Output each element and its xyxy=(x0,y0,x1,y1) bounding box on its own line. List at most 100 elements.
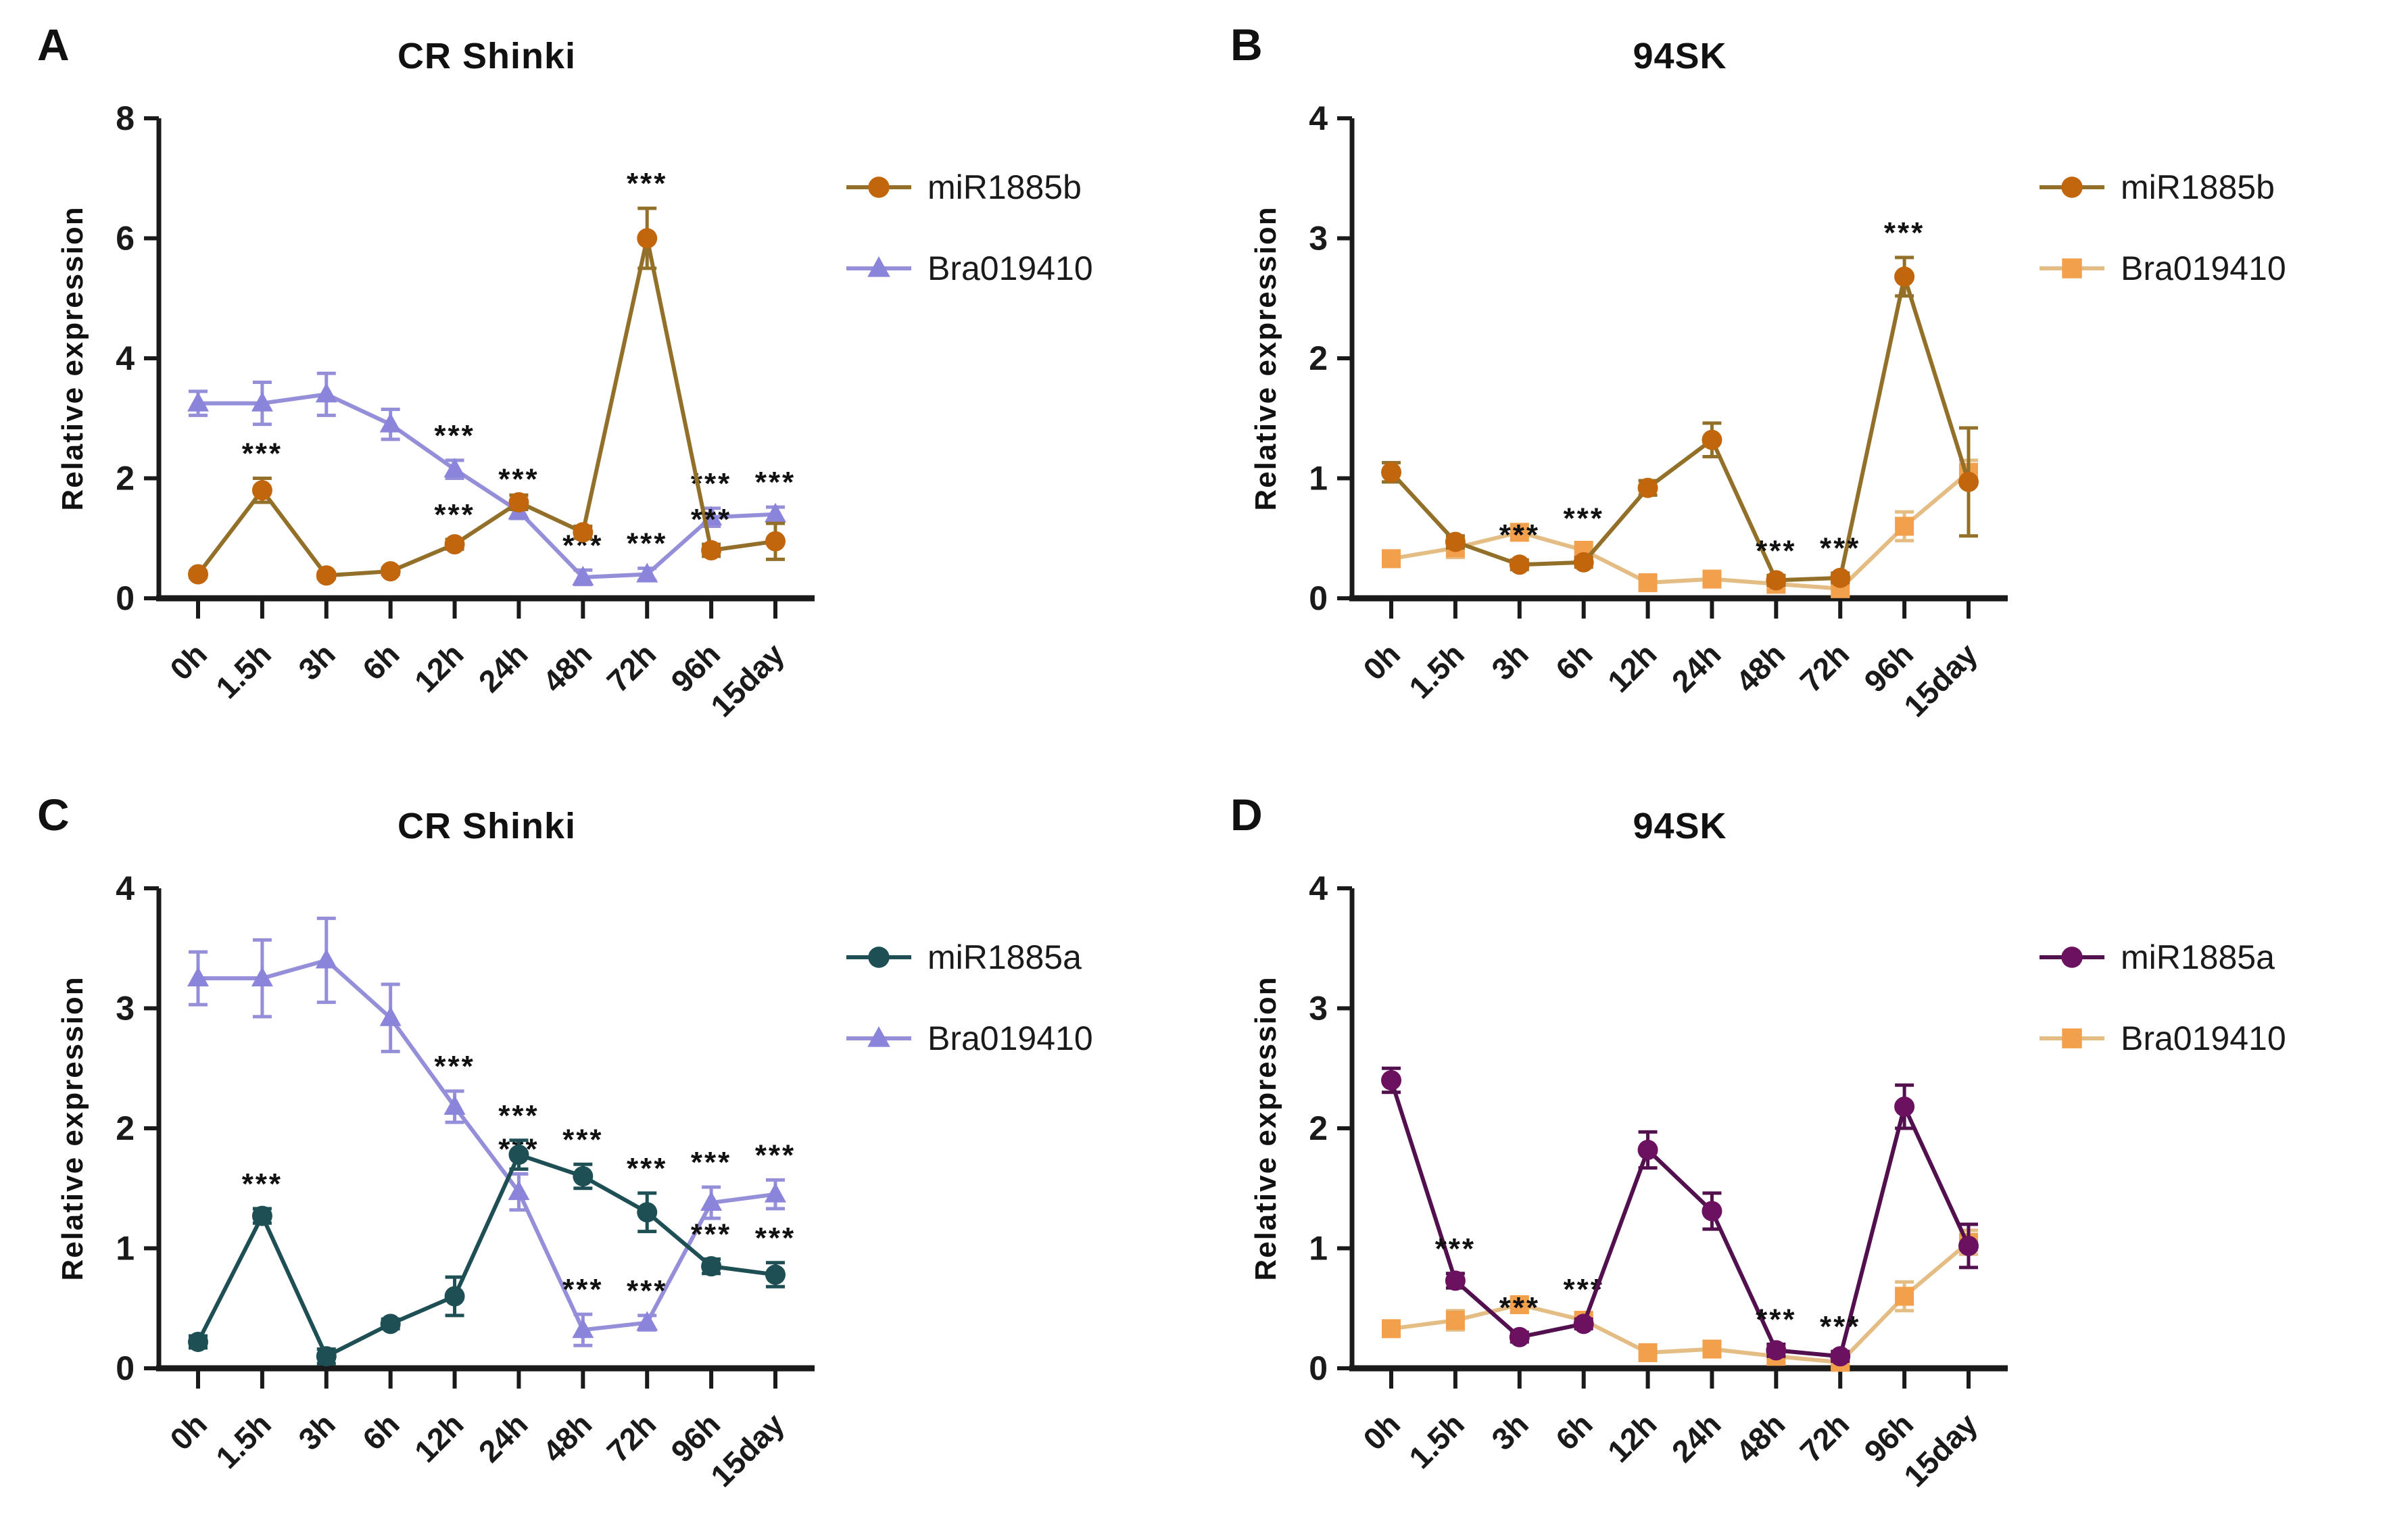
significance-marker: *** xyxy=(691,503,731,536)
series-marker-icon xyxy=(846,176,911,198)
x-tick-label: 24h xyxy=(1665,636,1728,699)
data-point-circle xyxy=(868,946,890,968)
data-point-circle xyxy=(188,1331,208,1352)
x-tick-label: 0h xyxy=(163,1406,214,1457)
data-point-circle xyxy=(573,522,594,543)
data-point-square xyxy=(1895,1286,1914,1306)
significance-marker: *** xyxy=(1435,1232,1476,1266)
data-point-circle xyxy=(188,564,208,585)
y-tick-label: 2 xyxy=(1309,1109,1328,1147)
legend: miR1885a Bra019410 xyxy=(844,938,1093,1058)
x-tick-label: 24h xyxy=(472,636,535,699)
significance-marker: *** xyxy=(1884,216,1925,249)
significance-marker: *** xyxy=(434,1050,475,1083)
y-tick-label: 3 xyxy=(1309,990,1328,1028)
data-point-triangle xyxy=(572,1318,594,1339)
x-tick-label: 72h xyxy=(600,636,662,699)
significance-marker: *** xyxy=(562,1273,603,1306)
series-line xyxy=(1391,471,1970,591)
series-line xyxy=(1391,1241,1970,1365)
series-marker-icon xyxy=(846,256,911,277)
data-point-circle xyxy=(251,480,272,501)
data-point-circle xyxy=(1637,1139,1658,1160)
legend-item: Bra019410 xyxy=(844,1019,1093,1058)
panel-b: B 94SK Relative expression 0 1 2 3 4 0h 1.5h 3h… xyxy=(1193,0,2387,770)
data-point-circle xyxy=(1894,266,1915,287)
significance-marker: *** xyxy=(562,1123,603,1156)
data-point-triangle xyxy=(251,967,273,987)
data-point-square xyxy=(1895,516,1914,536)
x-tick-label: 15day xyxy=(1897,1406,1984,1493)
data-point-square xyxy=(1510,1295,1529,1314)
data-point-circle xyxy=(1381,462,1401,483)
x-tick-label: 3h xyxy=(291,1406,342,1457)
x-tick-label: 72h xyxy=(600,1406,662,1469)
series-marker-icon xyxy=(2040,176,2104,198)
data-point-square xyxy=(1382,549,1401,569)
significance-marker: *** xyxy=(242,437,283,471)
significance-marker: *** xyxy=(755,1138,796,1172)
panel-label: B xyxy=(1230,20,1263,70)
legend-series-label: Bra019410 xyxy=(927,1019,1093,1057)
y-tick-label: 1 xyxy=(116,1230,135,1268)
significance-marker: *** xyxy=(1563,502,1604,535)
legend: miR1885a Bra019410 xyxy=(2037,938,2286,1058)
data-point-circle xyxy=(1445,531,1466,552)
data-point-circle xyxy=(508,492,529,512)
x-tick-label: 48h xyxy=(1729,1406,1792,1469)
data-point-triangle xyxy=(443,1095,466,1115)
y-tick-label: 4 xyxy=(116,869,135,907)
y-tick-label: 3 xyxy=(1309,220,1328,258)
data-point-triangle xyxy=(636,562,658,583)
legend-item: miR1885b xyxy=(844,168,1093,207)
data-point-triangle xyxy=(379,1006,402,1026)
y-tick-label: 1 xyxy=(1309,1230,1328,1268)
legend: miR1885b Bra019410 xyxy=(2037,168,2286,288)
panel-label: C xyxy=(37,790,70,840)
series-Bra019410: *** *** *** *** *** *** xyxy=(187,371,796,587)
series-miR1885b: *** *** *** *** xyxy=(188,167,786,586)
series-marker-icon xyxy=(2040,258,2104,279)
x-tick-label: 12h xyxy=(1601,1406,1664,1469)
data-point-circle xyxy=(1509,1326,1530,1347)
x-tick-label: 1.5h xyxy=(1402,636,1471,705)
data-point-circle xyxy=(1702,1201,1722,1222)
legend-series-label: miR1885b xyxy=(2121,168,2275,206)
data-point-circle xyxy=(1573,1314,1594,1334)
significance-marker: *** xyxy=(627,527,667,560)
series-Bra019410: *** xyxy=(1382,1228,1978,1372)
data-point-circle xyxy=(637,228,658,249)
chart-title: CR Shinki xyxy=(397,36,577,76)
x-tick-label: 12h xyxy=(408,636,471,699)
x-tick-label: 15day xyxy=(704,1406,791,1493)
x-tick-label: 0h xyxy=(163,636,214,687)
significance-marker: *** xyxy=(691,1146,731,1179)
y-tick-label: 2 xyxy=(1309,339,1328,377)
y-tick-label: 0 xyxy=(116,1349,135,1387)
x-tick-label: 48h xyxy=(1729,636,1792,699)
x-tick-label: 1.5h xyxy=(209,1406,278,1475)
series-marker-icon xyxy=(846,946,911,968)
y-tick-label: 2 xyxy=(116,460,135,498)
x-tick-label: 24h xyxy=(472,1406,535,1469)
y-tick-label: 2 xyxy=(116,1109,135,1147)
data-point-triangle xyxy=(636,1311,658,1331)
significance-marker: *** xyxy=(755,466,796,499)
significance-marker: *** xyxy=(498,463,539,496)
x-tick-label: 6h xyxy=(1549,636,1599,687)
data-point-triangle xyxy=(867,1026,890,1047)
x-tick-label: 6h xyxy=(1549,1406,1599,1457)
data-point-circle xyxy=(1958,1235,1979,1256)
series-marker-icon xyxy=(846,1026,911,1047)
data-point-circle xyxy=(1830,1346,1851,1367)
data-point-circle xyxy=(1573,552,1594,573)
data-point-circle xyxy=(1830,567,1851,588)
data-point-circle xyxy=(1445,1270,1466,1291)
x-tick-label: 24h xyxy=(1665,1406,1728,1469)
significance-marker: *** xyxy=(242,1168,283,1201)
data-point-circle xyxy=(1381,1070,1401,1090)
